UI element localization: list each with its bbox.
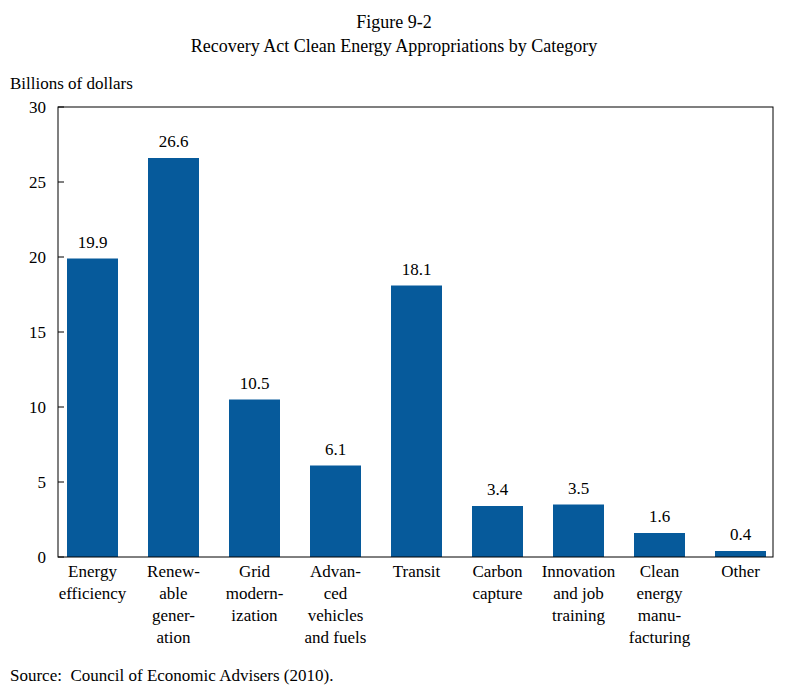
data-label: 19.9: [78, 233, 108, 252]
data-label: 3.4: [487, 480, 509, 499]
x-tick-label: Gridmodern-ization: [226, 562, 284, 625]
source: Source: Council of Economic Advisers (20…: [10, 666, 333, 685]
y-tick-label: 0: [38, 548, 47, 567]
x-tick-label: Renew-ablegener-ation: [147, 562, 200, 647]
x-tick-label: Energyefficiency: [59, 562, 127, 603]
y-tick: [58, 482, 64, 483]
bar: [391, 286, 442, 558]
bar: [634, 533, 685, 557]
x-tick-label: Transit: [393, 562, 441, 581]
bars: [67, 158, 766, 557]
subtitle: Recovery Act Clean Energy Appropriations…: [191, 36, 598, 56]
title: Figure 9-2: [356, 12, 432, 32]
y-tick: [58, 332, 64, 333]
y-axis-label: Billions of dollars: [10, 74, 133, 93]
data-label: 0.4: [730, 525, 752, 544]
x-tick-label: Advan-cedvehiclesand fuels: [305, 562, 367, 647]
x-tick-label: Innovationand jobtraining: [542, 562, 616, 625]
y-tick-label: 15: [29, 323, 46, 342]
bar: [67, 259, 118, 558]
data-label: 10.5: [240, 374, 270, 393]
plot-frame: [58, 107, 773, 557]
data-label: 3.5: [568, 479, 589, 498]
bar: [553, 505, 604, 558]
chart: Figure 9-2 Recovery Act Clean Energy Appr…: [0, 0, 788, 696]
bar: [229, 400, 280, 558]
x-tick-label: Other: [721, 562, 760, 581]
bar: [715, 551, 766, 557]
x-tick-label: Cleanenergymanu-facturing: [629, 562, 691, 647]
y-tick: [58, 182, 64, 183]
data-label: 18.1: [402, 260, 432, 279]
y-tick: [58, 407, 64, 408]
y-tick-label: 30: [29, 98, 46, 117]
data-label: 26.6: [159, 132, 189, 151]
bar: [310, 466, 361, 558]
y-tick-label: 10: [29, 398, 46, 417]
y-tick: [58, 257, 64, 258]
bar: [148, 158, 199, 557]
y-tick-label: 5: [38, 473, 47, 492]
data-label: 6.1: [325, 440, 346, 459]
data-label: 1.6: [649, 507, 670, 526]
x-tick-label: Carboncapture: [472, 562, 523, 603]
y-tick-label: 20: [29, 248, 46, 267]
y-tick-label: 25: [29, 173, 46, 192]
bar: [472, 506, 523, 557]
